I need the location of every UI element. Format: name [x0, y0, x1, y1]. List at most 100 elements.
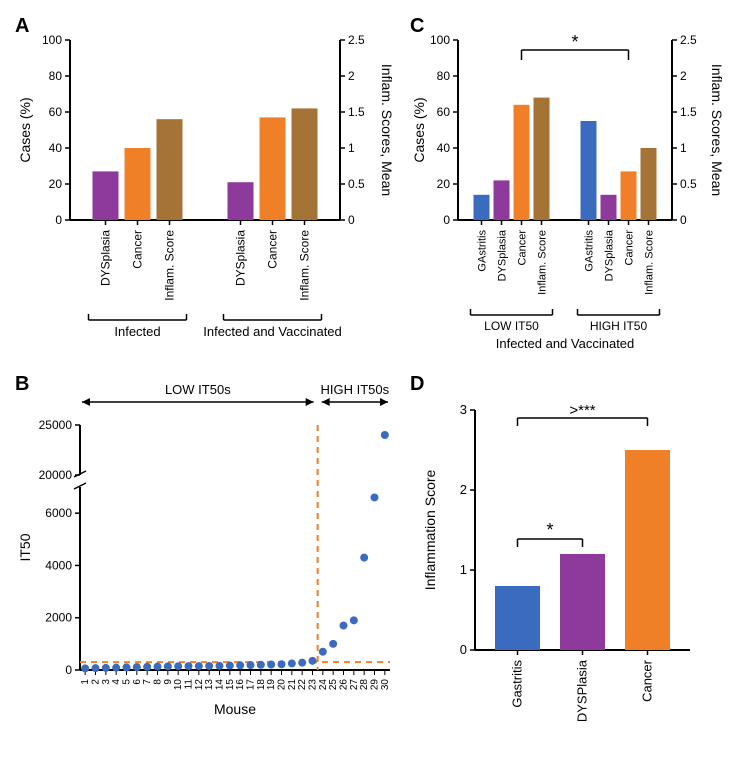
data-point — [185, 662, 193, 670]
group-label: Infected — [114, 324, 160, 339]
panel-b: B02000400060002000025000IT50123456789101… — [10, 370, 410, 750]
bar — [601, 195, 617, 220]
bar — [157, 119, 183, 220]
bar — [125, 148, 151, 220]
bar — [641, 148, 657, 220]
bar-label: Cancer — [624, 230, 636, 266]
svg-text:40: 40 — [49, 141, 63, 155]
data-point — [174, 662, 182, 670]
data-point — [381, 431, 389, 439]
data-point — [350, 616, 358, 624]
panel-d-ylabel: Inflammation Score — [422, 469, 438, 590]
bar-label: Cancer — [131, 230, 145, 269]
data-point — [360, 554, 368, 562]
data-point — [81, 664, 89, 672]
bar-label: DYSplasia — [604, 229, 616, 281]
bar — [292, 108, 318, 220]
data-point — [143, 663, 151, 671]
data-point — [247, 661, 255, 669]
panel-a: A02040608010000.511.522.5Cases (%)Inflam… — [10, 10, 410, 370]
sig-star: * — [571, 32, 578, 52]
svg-text:2: 2 — [460, 482, 467, 497]
svg-text:4000: 4000 — [45, 558, 72, 572]
svg-text:60: 60 — [437, 105, 451, 119]
bar-label: Gastritis — [510, 660, 525, 708]
bar-label: GAstritis — [477, 230, 489, 272]
data-point — [298, 659, 306, 667]
svg-text:30: 30 — [380, 679, 391, 691]
data-point — [309, 657, 317, 665]
data-point — [216, 662, 224, 670]
svg-text:80: 80 — [49, 69, 63, 83]
svg-text:2: 2 — [348, 69, 355, 83]
bar — [260, 117, 286, 220]
data-point — [371, 493, 379, 501]
panel-d: D0123Inflammation ScoreGastritisDYSPlasi… — [410, 370, 726, 750]
panel-c-yleft-label: Cases (%) — [411, 97, 427, 162]
data-point — [123, 663, 131, 671]
data-point — [340, 622, 348, 630]
svg-text:0: 0 — [443, 213, 450, 227]
svg-text:25000: 25000 — [39, 418, 73, 432]
bar — [581, 121, 597, 220]
bar — [474, 195, 490, 220]
svg-text:0: 0 — [680, 213, 687, 227]
svg-text:0.5: 0.5 — [348, 177, 365, 191]
panel-a-yleft-label: Cases (%) — [17, 97, 33, 162]
bar-label: DYSPlasia — [575, 659, 590, 722]
group-label: LOW IT50 — [484, 319, 539, 333]
data-point — [267, 661, 275, 669]
svg-text:20: 20 — [437, 177, 451, 191]
svg-text:60: 60 — [49, 105, 63, 119]
svg-text:40: 40 — [437, 141, 451, 155]
bar-label: Inflam. Score — [163, 230, 177, 301]
panel-c-yright-label: Inflam. Scores, Mean — [709, 64, 725, 196]
bar-label: DYSplasia — [497, 229, 509, 281]
bar-label: DYSplasia — [99, 230, 113, 286]
svg-text:100: 100 — [42, 33, 62, 47]
panel-b-label: B — [15, 373, 29, 395]
bar-label: Inflam. Score — [298, 230, 312, 301]
bar-label: Inflam. Score — [537, 230, 549, 295]
data-point — [226, 662, 234, 670]
svg-text:0: 0 — [348, 213, 355, 227]
svg-text:2000: 2000 — [45, 611, 72, 625]
data-point — [205, 662, 213, 670]
svg-text:1.5: 1.5 — [680, 105, 697, 119]
data-point — [112, 664, 120, 672]
svg-text:20: 20 — [49, 177, 63, 191]
bar-label: Inflam. Score — [644, 230, 656, 295]
bar — [93, 171, 119, 220]
bar — [494, 180, 510, 220]
svg-text:20000: 20000 — [39, 468, 73, 482]
bar-label: Cancer — [517, 230, 529, 266]
panel-a-yright-label: Inflam. Scores, Mean — [379, 64, 395, 196]
svg-text:3: 3 — [460, 402, 467, 417]
data-point — [102, 664, 110, 672]
svg-text:HIGH IT50s: HIGH IT50s — [321, 382, 390, 397]
data-point — [164, 662, 172, 670]
group-label: HIGH IT50 — [590, 319, 648, 333]
bar — [534, 98, 550, 220]
bar — [514, 105, 530, 220]
panel-c: C02040608010000.511.522.5Cases (%)Inflam… — [410, 10, 726, 370]
bar — [625, 450, 670, 650]
bar-label: Cancer — [640, 659, 655, 702]
bar — [495, 586, 540, 650]
bar — [560, 554, 605, 650]
multi-panel-figure: A02040608010000.511.522.5Cases (%)Inflam… — [10, 10, 726, 750]
bar — [228, 182, 254, 220]
data-point — [195, 662, 203, 670]
svg-text:80: 80 — [437, 69, 451, 83]
panel-b-ylabel: IT50 — [17, 533, 33, 561]
group-label: Infected and Vaccinated — [203, 324, 342, 339]
svg-text:0: 0 — [65, 663, 72, 677]
panel-b-xlabel: Mouse — [214, 701, 256, 717]
svg-text:2.5: 2.5 — [680, 33, 697, 47]
data-point — [257, 661, 265, 669]
sig-label: >*** — [569, 402, 595, 419]
data-point — [133, 663, 141, 671]
data-point — [329, 640, 337, 648]
data-point — [92, 664, 100, 672]
bar-label: GAstritis — [584, 230, 596, 272]
